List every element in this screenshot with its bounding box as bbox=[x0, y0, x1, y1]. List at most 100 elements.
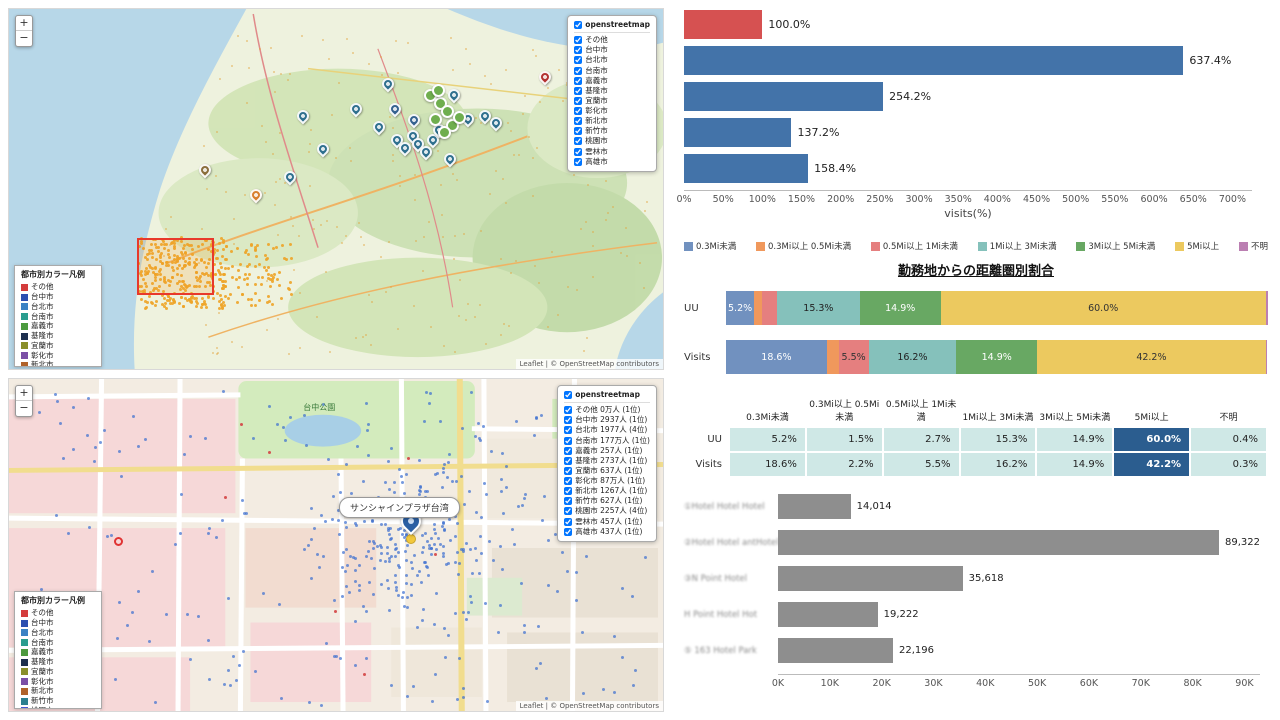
layer-checkbox-row[interactable]: 台北市 1977人 (4位) bbox=[564, 425, 650, 435]
base-layer-checkbox[interactable] bbox=[574, 21, 583, 30]
zoom-in-button[interactable]: + bbox=[16, 386, 32, 401]
bar-segment[interactable] bbox=[826, 340, 839, 374]
layer-checkbox-row[interactable]: 台中市 2937人 (1位) bbox=[564, 415, 650, 425]
layer-checkbox-row[interactable]: 新竹市 627人 (1位) bbox=[564, 496, 650, 506]
table-cell[interactable]: 5.2% bbox=[728, 426, 807, 453]
table-cell[interactable]: 0.4% bbox=[1189, 426, 1268, 453]
layer-checkbox[interactable] bbox=[574, 147, 583, 156]
legend-item[interactable]: 不明 bbox=[1238, 240, 1268, 252]
layer-checkbox-row[interactable]: 台南市 bbox=[574, 66, 650, 76]
base-layer-checkbox[interactable] bbox=[564, 391, 573, 400]
bar-segment[interactable] bbox=[1265, 340, 1268, 374]
legend-item[interactable]: 0.3Mi以上 0.5Mi未満 bbox=[755, 240, 851, 252]
layer-checkbox-row[interactable]: 宜蘭市 637人 (1位) bbox=[564, 466, 650, 476]
layer-checkbox[interactable] bbox=[574, 107, 583, 116]
cluster-marker[interactable] bbox=[431, 83, 445, 97]
layer-checkbox-row[interactable]: 桃園市 bbox=[574, 136, 650, 146]
bar[interactable] bbox=[778, 494, 851, 519]
layer-checkbox[interactable] bbox=[564, 406, 573, 415]
layer-checkbox-row[interactable]: 桃園市 2257人 (4位) bbox=[564, 506, 650, 516]
bar-segment[interactable]: 16.2% bbox=[868, 340, 957, 374]
bar-segment[interactable] bbox=[1265, 291, 1268, 325]
layer-checkbox-row[interactable]: 基隆市 2737人 (1位) bbox=[564, 456, 650, 466]
layer-checkbox-row[interactable]: 雲林市 bbox=[574, 147, 650, 157]
bar-segment[interactable]: 15.3% bbox=[776, 291, 860, 325]
bar[interactable] bbox=[778, 638, 894, 663]
layer-checkbox-row[interactable]: 嘉義市 257人 (1位) bbox=[564, 446, 650, 456]
bar[interactable] bbox=[684, 82, 884, 111]
layer-checkbox[interactable] bbox=[564, 507, 573, 516]
bar[interactable] bbox=[684, 10, 763, 39]
legend-item[interactable]: 0.5Mi以上 1Mi未満 bbox=[870, 240, 958, 252]
bar[interactable] bbox=[684, 154, 809, 183]
bar-segment[interactable]: 14.9% bbox=[859, 291, 941, 325]
bar-segment[interactable]: 18.6% bbox=[726, 340, 827, 374]
layer-checkbox-row[interactable]: 嘉義市 bbox=[574, 76, 650, 86]
layer-checkbox[interactable] bbox=[564, 446, 573, 455]
table-cell[interactable]: 2.2% bbox=[804, 451, 884, 478]
bar-segment[interactable] bbox=[762, 291, 777, 325]
map-city-detail[interactable]: 台中公園 サンシャインプラザ台湾 + − openstreetmap その他 0… bbox=[8, 378, 664, 712]
layer-checkbox[interactable] bbox=[564, 416, 573, 425]
layer-checkbox[interactable] bbox=[574, 86, 583, 95]
zoom-out-button[interactable]: − bbox=[19, 401, 29, 414]
table-cell[interactable]: 2.7% bbox=[881, 426, 961, 453]
layer-checkbox[interactable] bbox=[574, 46, 583, 55]
table-cell[interactable]: 1.5% bbox=[804, 426, 884, 453]
cluster-marker[interactable] bbox=[438, 126, 452, 140]
table-cell[interactable]: 14.9% bbox=[1035, 426, 1115, 453]
layer-checkbox-row[interactable]: 雲林市 457人 (1位) bbox=[564, 517, 650, 527]
bar-segment[interactable] bbox=[754, 291, 763, 325]
layer-checkbox[interactable] bbox=[564, 456, 573, 465]
bar-segment[interactable]: 42.2% bbox=[1037, 340, 1266, 374]
layer-checkbox-row[interactable]: 彰化市 bbox=[574, 106, 650, 116]
cluster-marker[interactable] bbox=[429, 113, 443, 127]
layer-checkbox-row[interactable]: 基隆市 bbox=[574, 86, 650, 96]
cluster-marker[interactable] bbox=[441, 105, 455, 119]
layer-checkbox-row[interactable]: 新竹市 bbox=[574, 126, 650, 136]
bar-segment[interactable]: 5.5% bbox=[838, 340, 869, 374]
bar-segment[interactable]: 5.2% bbox=[726, 291, 755, 325]
legend-item[interactable]: 1Mi以上 3Mi未満 bbox=[977, 240, 1057, 252]
layer-checkbox-row[interactable]: 台南市 177万人 (1位) bbox=[564, 436, 650, 446]
map-region-overview[interactable]: + − openstreetmap その他 台中市 台北市 台南市 嘉義市 基隆市 宜蘭市彰… bbox=[8, 8, 664, 370]
layer-checkbox[interactable] bbox=[574, 36, 583, 45]
layer-checkbox-row[interactable]: 宜蘭市 bbox=[574, 96, 650, 106]
bar-segment[interactable]: 14.9% bbox=[956, 340, 1038, 374]
bar-segment[interactable]: 60.0% bbox=[940, 291, 1266, 325]
layer-checkbox[interactable] bbox=[564, 497, 573, 506]
table-cell[interactable]: 5.5% bbox=[881, 451, 961, 478]
table-cell[interactable]: 0.3% bbox=[1189, 451, 1268, 478]
legend-item[interactable]: 0.3Mi未満 bbox=[684, 240, 736, 252]
layer-checkbox[interactable] bbox=[574, 127, 583, 136]
layer-checkbox[interactable] bbox=[574, 76, 583, 85]
layer-checkbox-row[interactable]: 高雄市 bbox=[574, 157, 650, 167]
layer-checkbox[interactable] bbox=[574, 157, 583, 166]
bar[interactable] bbox=[778, 602, 878, 627]
zoom-in-button[interactable]: + bbox=[16, 16, 32, 31]
table-cell[interactable]: 16.2% bbox=[958, 451, 1038, 478]
circle-marker[interactable] bbox=[114, 537, 123, 546]
layer-checkbox[interactable] bbox=[564, 527, 573, 536]
layer-checkbox[interactable] bbox=[574, 56, 583, 65]
layer-checkbox-row[interactable]: 台北市 bbox=[574, 55, 650, 65]
layer-checkbox[interactable] bbox=[564, 517, 573, 526]
layer-checkbox[interactable] bbox=[574, 96, 583, 105]
layer-checkbox[interactable] bbox=[564, 426, 573, 435]
table-cell[interactable]: 60.0% bbox=[1112, 426, 1192, 453]
layer-checkbox-row[interactable]: 高雄市 437人 (1位) bbox=[564, 527, 650, 537]
bar[interactable] bbox=[684, 46, 1184, 75]
layer-checkbox-row[interactable]: 新北市 bbox=[574, 116, 650, 126]
layer-checkbox-row[interactable]: 台中市 bbox=[574, 45, 650, 55]
table-cell[interactable]: 15.3% bbox=[958, 426, 1038, 453]
layer-checkbox-row[interactable]: その他 0万人 (1位) bbox=[564, 405, 650, 415]
layer-checkbox[interactable] bbox=[564, 436, 573, 445]
bar[interactable] bbox=[684, 118, 792, 147]
layer-checkbox[interactable] bbox=[564, 477, 573, 486]
table-cell[interactable]: 18.6% bbox=[728, 451, 807, 478]
layer-checkbox-row[interactable]: 新北市 1267人 (1位) bbox=[564, 486, 650, 496]
layer-checkbox[interactable] bbox=[564, 487, 573, 496]
zoom-out-button[interactable]: − bbox=[19, 31, 29, 44]
table-cell[interactable]: 14.9% bbox=[1035, 451, 1115, 478]
layer-checkbox[interactable] bbox=[574, 117, 583, 126]
